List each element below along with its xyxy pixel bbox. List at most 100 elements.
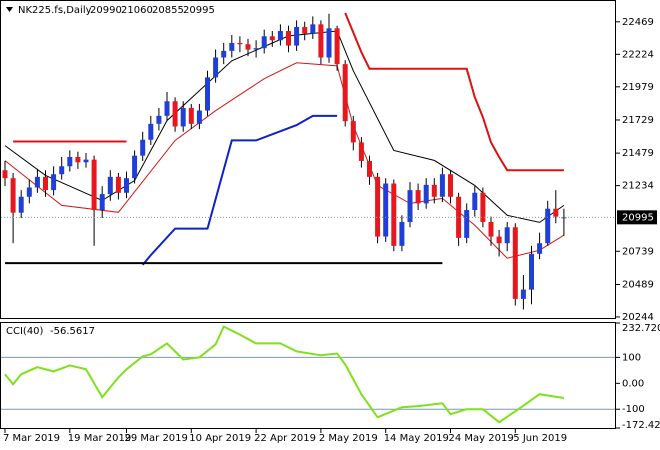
y-tick-label: -172.4294 bbox=[622, 420, 660, 431]
candle-body bbox=[229, 42, 235, 51]
x-tick-label: 5 Jun 2019 bbox=[513, 433, 567, 444]
candle-body bbox=[399, 221, 405, 246]
candle-body bbox=[277, 30, 283, 41]
candle-body bbox=[415, 190, 421, 204]
candle-body bbox=[504, 227, 510, 244]
candle-body bbox=[367, 160, 372, 177]
candle-body bbox=[253, 48, 259, 50]
candle-body bbox=[261, 36, 267, 49]
cci-line bbox=[4, 325, 565, 424]
y-tick-label: 20489 bbox=[622, 279, 654, 290]
candle-body bbox=[537, 243, 543, 254]
cci-title: CCI(40) bbox=[6, 326, 44, 337]
candle-body bbox=[318, 24, 324, 58]
current-price-box bbox=[617, 210, 657, 225]
x-tick-label: 2 May 2019 bbox=[319, 433, 378, 444]
candle-body bbox=[172, 101, 178, 127]
candle-body bbox=[334, 28, 340, 65]
candle-body bbox=[269, 36, 275, 41]
candle-body bbox=[67, 156, 73, 167]
cci-last-value: -56.5617 bbox=[50, 326, 95, 337]
candle-body bbox=[164, 101, 170, 116]
y-tick-label: 21234 bbox=[622, 181, 654, 192]
last-low: 20855 bbox=[152, 5, 184, 16]
last-close: 20995 bbox=[183, 5, 215, 16]
candle-body bbox=[180, 107, 186, 127]
cci-frame bbox=[0, 322, 616, 429]
y-tick-label: 21729 bbox=[622, 115, 654, 126]
overlay-line bbox=[141, 114, 338, 266]
candle-body bbox=[75, 156, 81, 163]
x-tick-label: 22 Apr 2019 bbox=[254, 433, 316, 444]
last-open: 20990 bbox=[90, 5, 122, 16]
candle-body bbox=[431, 184, 437, 197]
candle-body bbox=[561, 217, 567, 219]
candle-body bbox=[456, 196, 462, 238]
candle-body bbox=[140, 139, 146, 156]
candle-body bbox=[383, 183, 389, 237]
candle-body bbox=[188, 107, 194, 124]
candle-body bbox=[407, 190, 413, 222]
candle-body bbox=[326, 28, 332, 58]
candle-body bbox=[99, 194, 105, 211]
candle-body bbox=[512, 227, 518, 299]
candle-body bbox=[132, 155, 138, 179]
chart-title: NK225.fs,Daily bbox=[18, 5, 92, 16]
main-frame bbox=[0, 0, 616, 319]
candle-body bbox=[83, 159, 89, 163]
candle-body bbox=[472, 192, 478, 211]
overlay-line bbox=[13, 12, 564, 172]
y-tick-label: 22469 bbox=[622, 17, 654, 28]
candle-body bbox=[520, 289, 526, 299]
candle-body bbox=[237, 42, 243, 45]
y-tick-label: 21479 bbox=[622, 148, 654, 159]
candle-body bbox=[43, 176, 48, 191]
candle-body bbox=[156, 115, 162, 124]
candle-body bbox=[342, 64, 348, 122]
x-tick-label: 19 Mar 2019 bbox=[68, 433, 131, 444]
x-tick-label: 7 Mar 2019 bbox=[3, 433, 60, 444]
y-tick-label: 20739 bbox=[622, 246, 654, 257]
candle-body bbox=[488, 221, 494, 237]
candle-body bbox=[545, 208, 551, 244]
candle-body bbox=[448, 174, 453, 197]
candle-body bbox=[205, 77, 210, 111]
candle-body bbox=[10, 178, 16, 213]
candle-body bbox=[496, 236, 502, 244]
candle-body bbox=[221, 50, 227, 58]
candle-body bbox=[439, 174, 445, 197]
candle-body bbox=[286, 30, 291, 46]
candle-body bbox=[294, 26, 300, 46]
candle-body bbox=[26, 187, 32, 197]
y-tick-label: 22224 bbox=[622, 49, 654, 60]
candle-body bbox=[358, 142, 364, 161]
y-tick-label: -100 bbox=[622, 404, 645, 415]
menu-arrow bbox=[6, 7, 13, 12]
x-tick-label: 10 Apr 2019 bbox=[189, 433, 251, 444]
candle-body bbox=[302, 26, 308, 34]
y-tick-label: 20244 bbox=[622, 312, 654, 323]
candle-body bbox=[480, 192, 486, 222]
candle-body bbox=[59, 166, 65, 175]
x-tick-label: 29 Mar 2019 bbox=[125, 433, 188, 444]
candle-body bbox=[310, 24, 316, 34]
candle-body bbox=[115, 176, 121, 193]
candle-body bbox=[213, 57, 219, 78]
last-high: 21060 bbox=[121, 5, 153, 16]
candle-body bbox=[148, 123, 154, 140]
candle-body bbox=[375, 176, 381, 237]
candle-body bbox=[34, 176, 40, 188]
candle-body bbox=[124, 178, 129, 193]
candle-body bbox=[2, 170, 8, 179]
candle-body bbox=[91, 159, 97, 211]
candle-body bbox=[350, 121, 356, 143]
y-tick-label: 21979 bbox=[622, 82, 654, 93]
candle-body bbox=[529, 253, 534, 290]
candle-body bbox=[107, 176, 113, 195]
current-price-label: 20995 bbox=[622, 212, 654, 223]
x-tick-label: 24 May 2019 bbox=[449, 433, 514, 444]
candle-body bbox=[423, 184, 429, 204]
